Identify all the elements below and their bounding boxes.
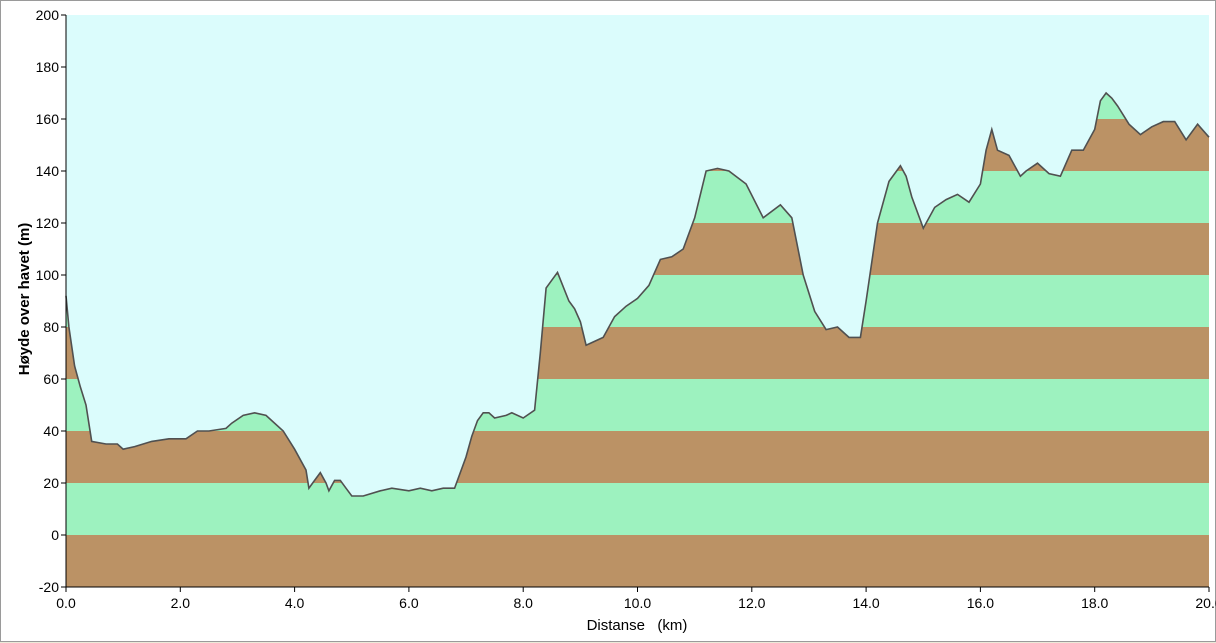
y-tick-label: 0	[51, 527, 59, 543]
elevation-band	[66, 431, 1209, 483]
x-axis-ticks: 0.0 2.0 4.0 6.0 8.0 10.0 12.0 14.0 16.0 18.0 20.0	[56, 587, 1216, 611]
x-tick-label: 4.0	[285, 595, 305, 611]
elevation-profile-line	[65, 91, 1210, 497]
x-axis-title: Distanse (km)	[587, 617, 688, 634]
y-tick-label: 80	[43, 319, 59, 335]
x-tick-label: 2.0	[171, 595, 191, 611]
elevation-band	[66, 483, 1209, 535]
x-tick-label: 20.0	[1195, 595, 1216, 611]
elevation-band	[66, 535, 1209, 587]
y-tick-label: 60	[43, 371, 59, 387]
y-tick-label: 40	[43, 423, 59, 439]
x-tick-label: 18.0	[1081, 595, 1108, 611]
x-tick-label: 16.0	[967, 595, 994, 611]
y-tick-label: 20	[43, 475, 59, 491]
y-tick-label: 100	[36, 267, 60, 283]
x-tick-label: 6.0	[399, 595, 419, 611]
y-tick-label: 140	[36, 163, 60, 179]
x-tick-label: 14.0	[852, 595, 879, 611]
y-tick-label: 180	[36, 59, 60, 75]
y-axis-title: Høyde over havet (m)	[16, 223, 33, 376]
x-tick-label: 12.0	[738, 595, 765, 611]
x-tick-label: 0.0	[56, 595, 76, 611]
y-tick-label: 160	[36, 111, 60, 127]
x-tick-label: 10.0	[624, 595, 651, 611]
x-tick-label: 8.0	[513, 595, 533, 611]
y-tick-label: -20	[39, 579, 59, 595]
y-tick-label: 200	[36, 7, 60, 23]
y-tick-label: 120	[36, 215, 60, 231]
